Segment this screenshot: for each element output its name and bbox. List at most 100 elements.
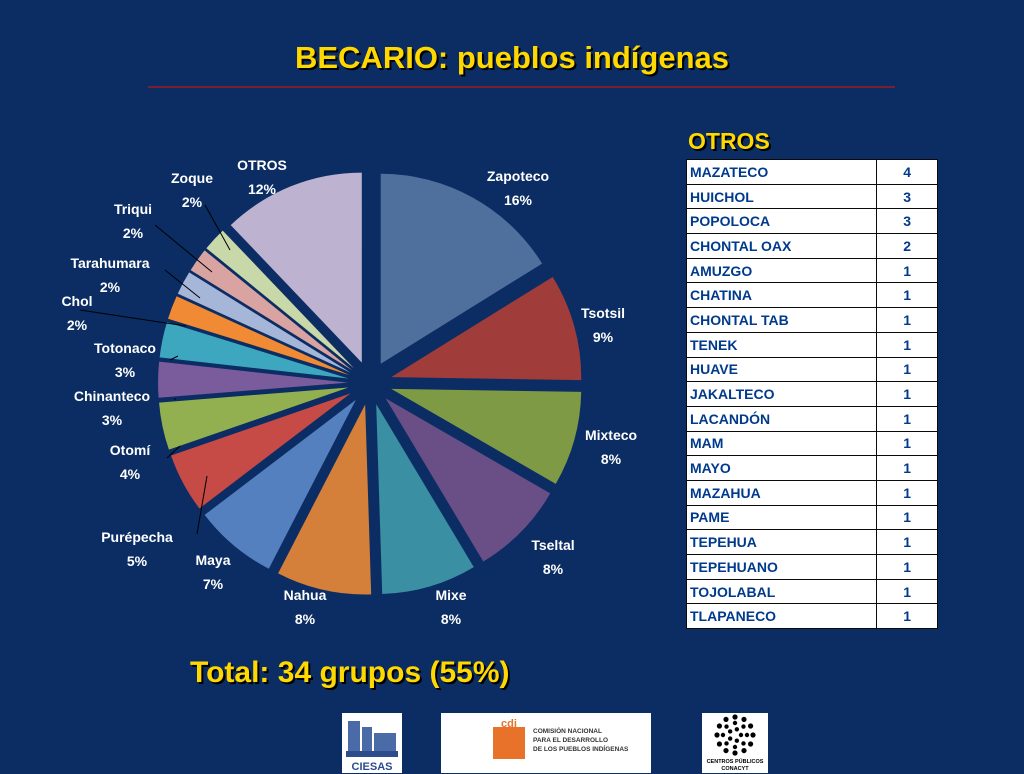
- pie-leader-line: [164, 269, 201, 299]
- otros-row-value: 1: [876, 603, 938, 630]
- pie-slice-tsotsil: [391, 276, 582, 381]
- otros-row-name: CHATINA: [686, 282, 877, 309]
- pie-slice-mixteco: [391, 388, 582, 484]
- pie-slice-chol: [168, 296, 350, 376]
- pie-slice-nahua: [278, 404, 372, 595]
- svg-text:DE LOS PUEBLOS INDÍGENAS: DE LOS PUEBLOS INDÍGENAS: [533, 744, 629, 753]
- otros-row-name: CHONTAL TAB: [686, 307, 877, 333]
- otros-row-name: JAKALTECO: [686, 381, 877, 407]
- pie-slice-mixe: [376, 404, 474, 595]
- pie-slice-triqui: [190, 250, 353, 371]
- otros-row-value: 1: [876, 504, 938, 531]
- pie-slice-zapoteco: [380, 173, 543, 364]
- pie-label-name: Zoque: [171, 170, 213, 186]
- pie-label-name: Nahua: [284, 587, 327, 603]
- otros-row: MAYO 1: [686, 455, 938, 481]
- pie-label-value: 8%: [601, 451, 622, 467]
- pie-slice-tseltal: [385, 398, 551, 562]
- otros-row: POPOLOCA 3: [686, 208, 938, 235]
- otros-row: CHONTAL TAB 1: [686, 307, 938, 333]
- pie-label-name: OTROS: [237, 157, 287, 173]
- otros-row: CHATINA 1: [686, 282, 938, 309]
- pie-label-name: Chinanteco: [74, 388, 150, 404]
- otros-row-value: 1: [876, 455, 938, 481]
- pie-label-name: Purépecha: [101, 529, 173, 545]
- pie-label-value: 2%: [67, 317, 88, 333]
- otros-table-title: OTROS: [688, 128, 770, 154]
- otros-table: MAZATECO 4 HUICHOL 3 POPOLOCA 3 CHONTAL OAX 2 AM…: [686, 159, 938, 630]
- pie-label-value: 4%: [120, 466, 141, 482]
- otros-row: TEPEHUANO 1: [686, 554, 938, 580]
- otros-row-name: MAZAHUA: [686, 479, 877, 506]
- otros-row: JAKALTECO 1: [686, 381, 938, 407]
- otros-row-name: LACANDÓN: [686, 405, 877, 432]
- otros-row-name: TOJOLABAL: [686, 578, 877, 605]
- pie-slice-maya: [204, 399, 356, 569]
- otros-row: CHONTAL OAX 2: [686, 233, 938, 259]
- pie-label-value: 16%: [504, 192, 533, 208]
- page-title: BECARIO: pueblos indígenas: [294, 40, 730, 75]
- otros-row-name: TENEK: [686, 331, 877, 358]
- otros-row-value: 3: [876, 208, 938, 235]
- svg-text:COMISIÓN NACIONAL: COMISIÓN NACIONAL: [533, 726, 602, 735]
- otros-row-name: HUAVE: [686, 356, 877, 383]
- otros-row-value: 1: [876, 307, 938, 333]
- pie-leader-line: [204, 204, 231, 251]
- pie-label-name: Maya: [195, 552, 230, 568]
- pie-label-name: Otomí: [110, 442, 152, 458]
- otros-row: PAME 1: [686, 504, 938, 531]
- otros-row-name: MAYO: [686, 455, 877, 481]
- pie-slice-zoque: [206, 230, 354, 369]
- pie-label-name: Tsotsil: [581, 305, 625, 321]
- ciesas-logo: CIESAS: [342, 713, 402, 773]
- otros-row: TEPEHUA 1: [686, 529, 938, 555]
- pie-label-name: Triqui: [114, 201, 152, 217]
- pie-slice-totonaco: [159, 322, 349, 379]
- pie-label-name: Chol: [61, 293, 92, 309]
- otros-row-value: 1: [876, 578, 938, 605]
- otros-row: MAZATECO 4: [686, 159, 938, 185]
- pie-label-name: Zapoteco: [487, 168, 549, 184]
- otros-row: HUICHOL 3: [686, 183, 938, 210]
- pie-label-value: 2%: [182, 194, 203, 210]
- pie-leader-line: [169, 355, 179, 361]
- pie-leader-line: [196, 475, 208, 535]
- otros-row: MAZAHUA 1: [686, 479, 938, 506]
- otros-row: TLAPANECO 1: [686, 603, 938, 630]
- pie-label-value: 3%: [115, 364, 136, 380]
- pie-chart: Zapoteco 16% Tsotsil 9% Mixteco 8% Tseltal 8% Mi…: [61, 157, 637, 627]
- pie-leader-line: [154, 224, 213, 273]
- otros-row-value: 1: [876, 331, 938, 358]
- pie-slice-otros: [230, 172, 362, 363]
- otros-row-value: 1: [876, 430, 938, 457]
- pie-slice-tarahumara: [177, 272, 351, 373]
- total-summary: Total: 34 grupos (55%): [190, 656, 510, 689]
- svg-text:CONACYT: CONACYT: [721, 766, 749, 772]
- title-divider: [148, 86, 895, 88]
- pie-label-name: Tseltal: [531, 537, 574, 553]
- otros-row: TENEK 1: [686, 331, 938, 358]
- pie-label-value: 2%: [100, 279, 121, 295]
- pie-slice-chinanteco: [158, 361, 349, 398]
- otros-row-name: PAME: [686, 504, 877, 531]
- pie-label-name: Totonaco: [94, 340, 156, 356]
- otros-row-value: 3: [876, 183, 938, 210]
- otros-row-name: MAZATECO: [686, 159, 877, 185]
- pie-label-value: 12%: [248, 181, 277, 197]
- otros-row-value: 1: [876, 282, 938, 309]
- otros-row-name: CHONTAL OAX: [686, 233, 877, 259]
- otros-row-value: 1: [876, 356, 938, 383]
- otros-row: TOJOLABAL 1: [686, 578, 938, 605]
- conacyt-logo: CENTROS PÚBLICOS CONACYT: [702, 713, 768, 773]
- pie-label-value: 5%: [127, 553, 148, 569]
- otros-row: MAM 1: [686, 430, 938, 457]
- pie-slice-otom-: [159, 387, 349, 450]
- otros-row-value: 1: [876, 554, 938, 580]
- pie-label-name: Mixe: [435, 587, 466, 603]
- otros-row-name: MAM: [686, 430, 877, 457]
- pie-label-value: 8%: [295, 611, 316, 627]
- pie-leader-line: [79, 309, 187, 327]
- otros-row-value: 4: [876, 159, 938, 185]
- svg-text:PARA EL DESARROLLO: PARA EL DESARROLLO: [533, 737, 608, 744]
- pie-label-value: 2%: [123, 225, 144, 241]
